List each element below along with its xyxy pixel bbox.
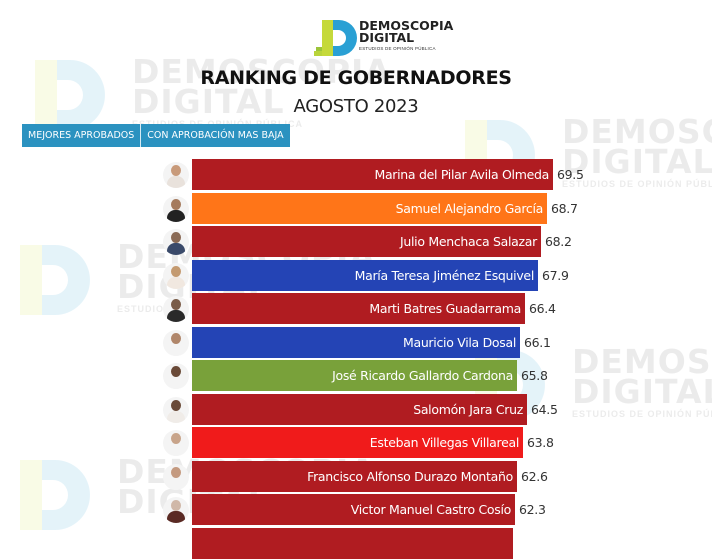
chart-row: Francisco Alfonso Durazo Montaño 62.6 [0,460,712,494]
bar-label: María Teresa Jiménez Esquivel [355,268,534,283]
bar[interactable]: Marti Batres Guadarrama [192,293,525,324]
bar-label: José Ricardo Gallardo Cardona [332,368,513,383]
governor-avatar [163,497,189,523]
tab-mejores-aprobados[interactable]: MEJORES APROBADOS [22,124,140,147]
chart-row: Esteban Villegas Villareal 63.8 [0,426,712,460]
governor-avatar [163,229,189,255]
chart-row: María Teresa Jiménez Esquivel 67.9 [0,259,712,293]
bar[interactable]: Julio Menchaca Salazar [192,226,541,257]
bar-label: Marina del Pilar Avila Olmeda [374,167,549,182]
bar[interactable]: Marina del Pilar Avila Olmeda [192,159,553,190]
bar-value: 63.8 [527,427,554,458]
bar[interactable]: Samuel Alejandro García [192,193,547,224]
bar-value: 65.8 [521,360,548,391]
bar[interactable]: Francisco Alfonso Durazo Montaño [192,461,517,492]
chart-row: Mauricio Vila Dosal 66.1 [0,326,712,360]
bar[interactable]: María Teresa Jiménez Esquivel [192,260,538,291]
governor-avatar [163,363,189,389]
bar[interactable]: Esteban Villegas Villareal [192,427,523,458]
bar-value: 62.6 [521,461,548,492]
bar-value: 69.5 [557,159,584,190]
bar-label: Esteban Villegas Villareal [370,435,519,450]
bar-value: 68.7 [551,193,578,224]
bar-label: Victor Manuel Castro Cosío [351,502,511,517]
bar-value: 66.1 [524,327,551,358]
bar-label: Mauricio Vila Dosal [403,335,516,350]
bar[interactable]: Salomón Jara Cruz [192,394,527,425]
chart-row: Victor Manuel Castro Cosío 62.3 [0,493,712,527]
chart-subtitle: AGOSTO 2023 [0,96,712,117]
bar-label: Samuel Alejandro García [396,201,543,216]
chart-title: RANKING DE GOBERNADORES [0,67,712,89]
governor-avatar [163,464,189,490]
governor-avatar [163,196,189,222]
bar[interactable]: Mauricio Vila Dosal [192,327,520,358]
bar-value: 68.2 [545,226,572,257]
chart-row: Samuel Alejandro García 68.7 [0,192,712,226]
bar-value: 62.3 [519,494,546,525]
chart-row: Julio Menchaca Salazar 68.2 [0,225,712,259]
bar-value: 64.5 [531,394,558,425]
governor-avatar [163,296,189,322]
chart-row-partial [0,527,712,560]
chart-row: José Ricardo Gallardo Cardona 65.8 [0,359,712,393]
governor-avatar [163,397,189,423]
bar[interactable] [192,528,513,559]
watermark-text-1: DEMOSCOPIA [562,112,712,151]
tab-bar: MEJORES APROBADOS CON APROBACIÓN MAS BAJ… [22,124,290,147]
tab-aprobacion-mas-baja[interactable]: CON APROBACIÓN MAS BAJA [140,124,289,147]
bar-value: 67.9 [542,260,569,291]
governor-avatar [163,330,189,356]
governor-avatar [163,263,189,289]
bar[interactable]: Victor Manuel Castro Cosío [192,494,515,525]
bar-label: Salomón Jara Cruz [413,402,523,417]
bar-label: Marti Batres Guadarrama [369,301,521,316]
bar-label: Francisco Alfonso Durazo Montaño [307,469,513,484]
governor-avatar [163,162,189,188]
chart-row: Marti Batres Guadarrama 66.4 [0,292,712,326]
chart-row: Salomón Jara Cruz 64.5 [0,393,712,427]
demoscopia-logo-icon [313,18,359,58]
logo-tagline: ESTUDIOS DE OPINIÓN PÚBLICA [359,46,436,51]
bar-value: 66.4 [529,293,556,324]
bar[interactable]: José Ricardo Gallardo Cardona [192,360,517,391]
governor-avatar [163,430,189,456]
logo-name-line2: DIGITAL [359,30,414,45]
bar-label: Julio Menchaca Salazar [400,234,537,249]
chart-row: Marina del Pilar Avila Olmeda 69.5 [0,158,712,192]
